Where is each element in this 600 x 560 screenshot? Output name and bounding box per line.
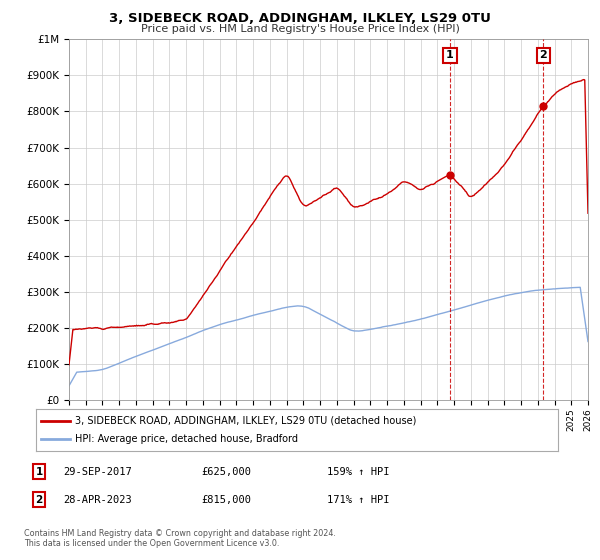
Text: 1: 1 [35,466,43,477]
Text: Price paid vs. HM Land Registry's House Price Index (HPI): Price paid vs. HM Land Registry's House … [140,24,460,34]
Text: £625,000: £625,000 [201,466,251,477]
Text: 28-APR-2023: 28-APR-2023 [63,494,132,505]
Text: HPI: Average price, detached house, Bradford: HPI: Average price, detached house, Brad… [75,434,298,444]
Text: 2: 2 [539,50,547,60]
Text: 29-SEP-2017: 29-SEP-2017 [63,466,132,477]
Text: 2: 2 [35,494,43,505]
Text: 3, SIDEBECK ROAD, ADDINGHAM, ILKLEY, LS29 0TU: 3, SIDEBECK ROAD, ADDINGHAM, ILKLEY, LS2… [109,12,491,25]
Text: 159% ↑ HPI: 159% ↑ HPI [327,466,389,477]
Text: Contains HM Land Registry data © Crown copyright and database right 2024.: Contains HM Land Registry data © Crown c… [24,529,336,538]
Text: 171% ↑ HPI: 171% ↑ HPI [327,494,389,505]
Text: 1: 1 [446,50,454,60]
Text: £815,000: £815,000 [201,494,251,505]
Text: This data is licensed under the Open Government Licence v3.0.: This data is licensed under the Open Gov… [24,539,280,548]
Text: 3, SIDEBECK ROAD, ADDINGHAM, ILKLEY, LS29 0TU (detached house): 3, SIDEBECK ROAD, ADDINGHAM, ILKLEY, LS2… [75,416,416,426]
